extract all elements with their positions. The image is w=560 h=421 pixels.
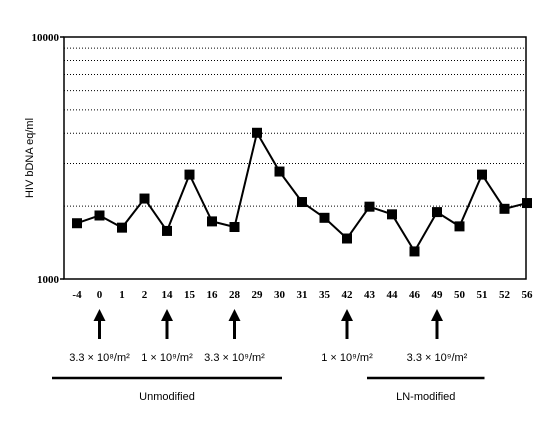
x-tick-label: 50 <box>454 289 466 301</box>
y-axis-label: HIV bDNA eq/ml <box>24 118 36 198</box>
data-point <box>139 193 150 204</box>
plot-frame <box>63 36 527 280</box>
x-tick-label: 49 <box>432 289 444 301</box>
x-tick-label: 16 <box>207 289 219 301</box>
group-label: Unmodified <box>139 391 195 403</box>
x-tick-label: 46 <box>409 289 421 301</box>
data-point <box>432 207 442 218</box>
data-point <box>229 222 240 233</box>
data-point <box>297 197 307 208</box>
data-point <box>162 225 172 236</box>
y-tick-label: 1000 <box>37 274 60 286</box>
data-point <box>387 209 397 220</box>
x-tick-label: 51 <box>477 289 488 301</box>
dose-label: 3.3 × 10⁸/m² <box>69 352 130 364</box>
arrow-head <box>161 309 173 321</box>
series-line <box>76 130 528 254</box>
x-tick-label: 43 <box>364 289 376 301</box>
x-tick-label: -4 <box>72 289 82 301</box>
dose-label: 1 × 10⁹/m² <box>321 352 373 364</box>
x-tick-label: 0 <box>97 289 103 301</box>
y-tick-label: 10000 <box>32 32 60 44</box>
data-point <box>342 233 352 244</box>
x-tick-label: 2 <box>142 289 148 301</box>
group-label: LN-modified <box>396 391 455 403</box>
x-tick-label: 15 <box>184 289 196 301</box>
arrow-head <box>431 309 443 321</box>
dose-label: 1 × 10⁹/m² <box>141 352 193 364</box>
data-point <box>409 246 420 257</box>
x-tick-label: 44 <box>387 289 399 301</box>
x-tick-label: 29 <box>252 289 264 301</box>
x-tick-label: 28 <box>229 289 241 301</box>
arrow-head <box>228 309 241 321</box>
data-point <box>522 198 532 209</box>
data-point <box>72 218 82 229</box>
x-tick-label: 35 <box>319 289 331 301</box>
x-tick-label: 42 <box>342 289 354 301</box>
x-tick-label: 31 <box>297 289 308 301</box>
data-point <box>454 221 465 232</box>
data-point <box>477 169 487 180</box>
x-tick-label: 30 <box>274 289 286 301</box>
x-tick-label: 56 <box>522 289 534 301</box>
data-point <box>207 216 217 227</box>
data-point <box>364 201 375 212</box>
data-point <box>94 210 105 221</box>
x-tick-label: 52 <box>499 289 511 301</box>
data-point <box>184 169 195 180</box>
x-tick-label: 1 <box>119 289 125 301</box>
data-point <box>117 222 127 233</box>
arrow-head <box>93 309 106 321</box>
data-point <box>274 166 285 177</box>
dose-label: 3.3 × 10⁹/m² <box>407 352 468 364</box>
arrow-head <box>341 309 353 321</box>
data-point <box>319 212 330 223</box>
dose-label: 3.3 × 10⁹/m² <box>204 352 265 364</box>
data-point <box>252 127 262 138</box>
data-point <box>499 203 510 214</box>
x-tick-label: 14 <box>162 289 174 301</box>
